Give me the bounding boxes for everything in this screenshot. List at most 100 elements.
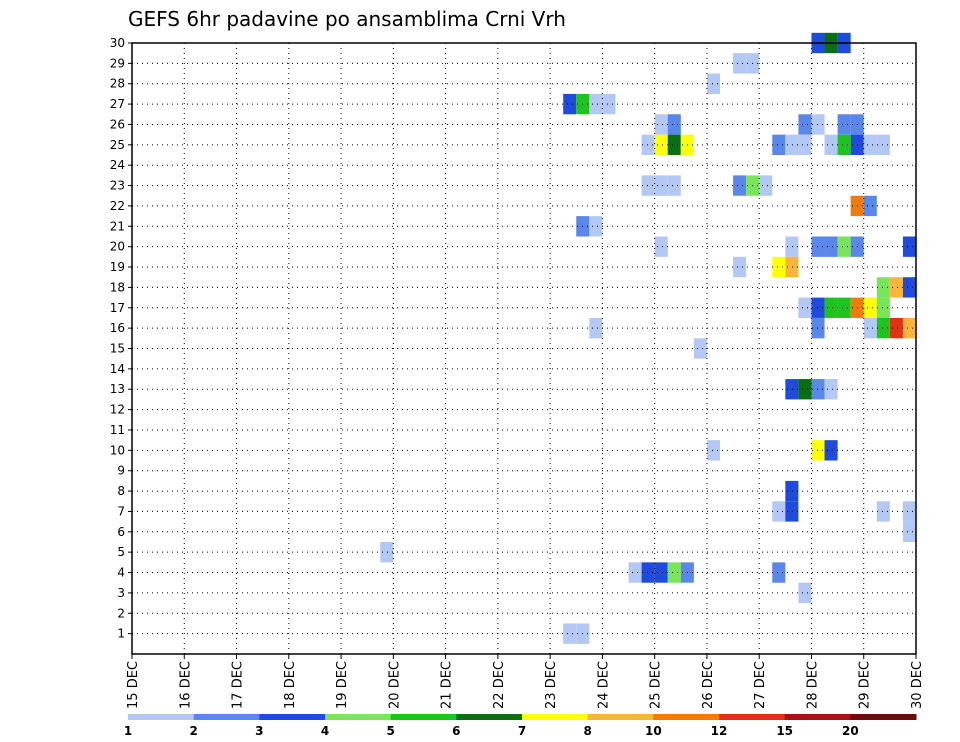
heatmap-cell [798, 114, 812, 135]
y-tick-label: 30 [110, 36, 125, 50]
y-tick-label: 24 [110, 158, 125, 172]
grid-lines [132, 42, 916, 654]
heatmap-cell [641, 175, 655, 196]
heatmap-cell [733, 175, 747, 196]
heatmap-cell [772, 501, 786, 522]
heatmap-cell [785, 379, 799, 400]
y-tick-label: 20 [110, 240, 125, 254]
heatmap-cells [380, 32, 916, 644]
heatmap-cell [876, 501, 890, 522]
heatmap-cell [824, 440, 838, 461]
heatmap-cell [667, 175, 681, 196]
y-tick-label: 7 [117, 504, 125, 518]
heatmap-cell [772, 134, 786, 156]
x-tick-label: 15 DEC [126, 661, 141, 709]
heatmap-cell [772, 256, 786, 278]
heatmap-cell [863, 195, 877, 217]
x-tick-label: 20 DEC [387, 661, 402, 709]
heatmap-cell [876, 297, 890, 318]
x-tick-label: 18 DEC [283, 661, 298, 709]
colorbar-label: 8 [583, 724, 591, 738]
heatmap-cell [654, 134, 668, 156]
heatmap-cell [798, 134, 812, 156]
heatmap-cell [693, 338, 707, 359]
colorbar-segment [653, 714, 720, 720]
colorbar-segment [390, 714, 457, 720]
colorbar-segment [522, 714, 589, 720]
heatmap-cell [837, 134, 851, 156]
heatmap-cell [785, 134, 799, 156]
y-tick-label: 15 [110, 342, 125, 356]
y-tick-label: 2 [117, 606, 125, 620]
y-tick-label: 23 [110, 179, 125, 193]
x-tick-label: 26 DEC [701, 661, 716, 709]
heatmap-cell [876, 134, 890, 156]
y-tick-label: 18 [110, 280, 125, 294]
y-tick-label: 3 [117, 586, 125, 600]
heatmap-cell [667, 114, 681, 135]
y-tick-label: 21 [110, 219, 125, 233]
heatmap-cell [902, 521, 916, 542]
y-tick-label: 17 [110, 301, 125, 315]
colorbar-label: 10 [645, 724, 662, 738]
heatmap-cell [628, 562, 642, 583]
y-tick-label: 29 [110, 56, 125, 70]
heatmap-cell [589, 216, 603, 237]
y-tick-label: 14 [110, 362, 125, 376]
heatmap-cell [785, 236, 799, 257]
x-tick-label: 21 DEC [440, 661, 455, 709]
x-tick-label: 19 DEC [335, 661, 350, 709]
y-tick-label: 19 [110, 260, 125, 274]
y-tick-label: 27 [110, 97, 125, 111]
heatmap-cell [902, 236, 916, 257]
y-tick-label: 22 [110, 199, 125, 213]
y-tick-label: 1 [117, 627, 125, 641]
heatmap-cell [602, 93, 616, 115]
y-tick-label: 26 [110, 117, 125, 131]
heatmap-cell [798, 297, 812, 318]
heatmap-cell [837, 297, 851, 318]
heatmap-cell [654, 175, 668, 196]
colorbar-segment [456, 714, 523, 720]
y-tick-label: 4 [117, 566, 125, 580]
heatmap-cell [889, 277, 903, 298]
heatmap-cell [654, 114, 668, 135]
heatmap-cell [759, 175, 773, 196]
colorbar-label: 7 [518, 724, 526, 738]
heatmap-cell [824, 297, 838, 318]
heatmap-cell [706, 440, 720, 461]
x-tick-label: 17 DEC [231, 661, 246, 709]
heatmap-cell [876, 317, 890, 339]
heatmap-cell [589, 317, 603, 339]
heatmap-cell [902, 501, 916, 522]
heatmap-cell [863, 134, 877, 156]
heatmap-cell [902, 277, 916, 298]
x-tick-label: 23 DEC [544, 661, 559, 709]
x-tick-label: 28 DEC [805, 661, 820, 709]
heatmap-cell [589, 93, 603, 115]
y-tick-label: 5 [117, 545, 125, 559]
colorbar-label: 20 [842, 724, 859, 738]
colorbar-segment [587, 714, 654, 720]
colorbar: 1 2 3 4 5 6 7 8 10 12 15 20 [124, 714, 917, 738]
colorbar-label: 4 [321, 724, 329, 738]
heatmap-cell [785, 501, 799, 522]
y-tick-label: 8 [117, 484, 125, 498]
heatmap-cell [563, 623, 577, 644]
heatmap-cell [876, 277, 890, 298]
colorbar-segment [259, 714, 326, 720]
heatmap-cell [380, 541, 394, 563]
colorbar-segment [325, 714, 392, 720]
heatmap-cell [798, 379, 812, 400]
colorbar-label: 5 [386, 724, 394, 738]
heatmap-cell [641, 562, 655, 583]
colorbar-segment [784, 714, 851, 720]
x-tick-label: 29 DEC [858, 661, 873, 709]
y-tick-label: 9 [117, 464, 125, 478]
heatmap-cell [785, 256, 799, 278]
y-tick-label: 16 [110, 321, 125, 335]
x-tick-label: 30 DEC [910, 661, 925, 709]
colorbar-label: 6 [452, 724, 460, 738]
y-tick-label: 13 [110, 382, 125, 396]
